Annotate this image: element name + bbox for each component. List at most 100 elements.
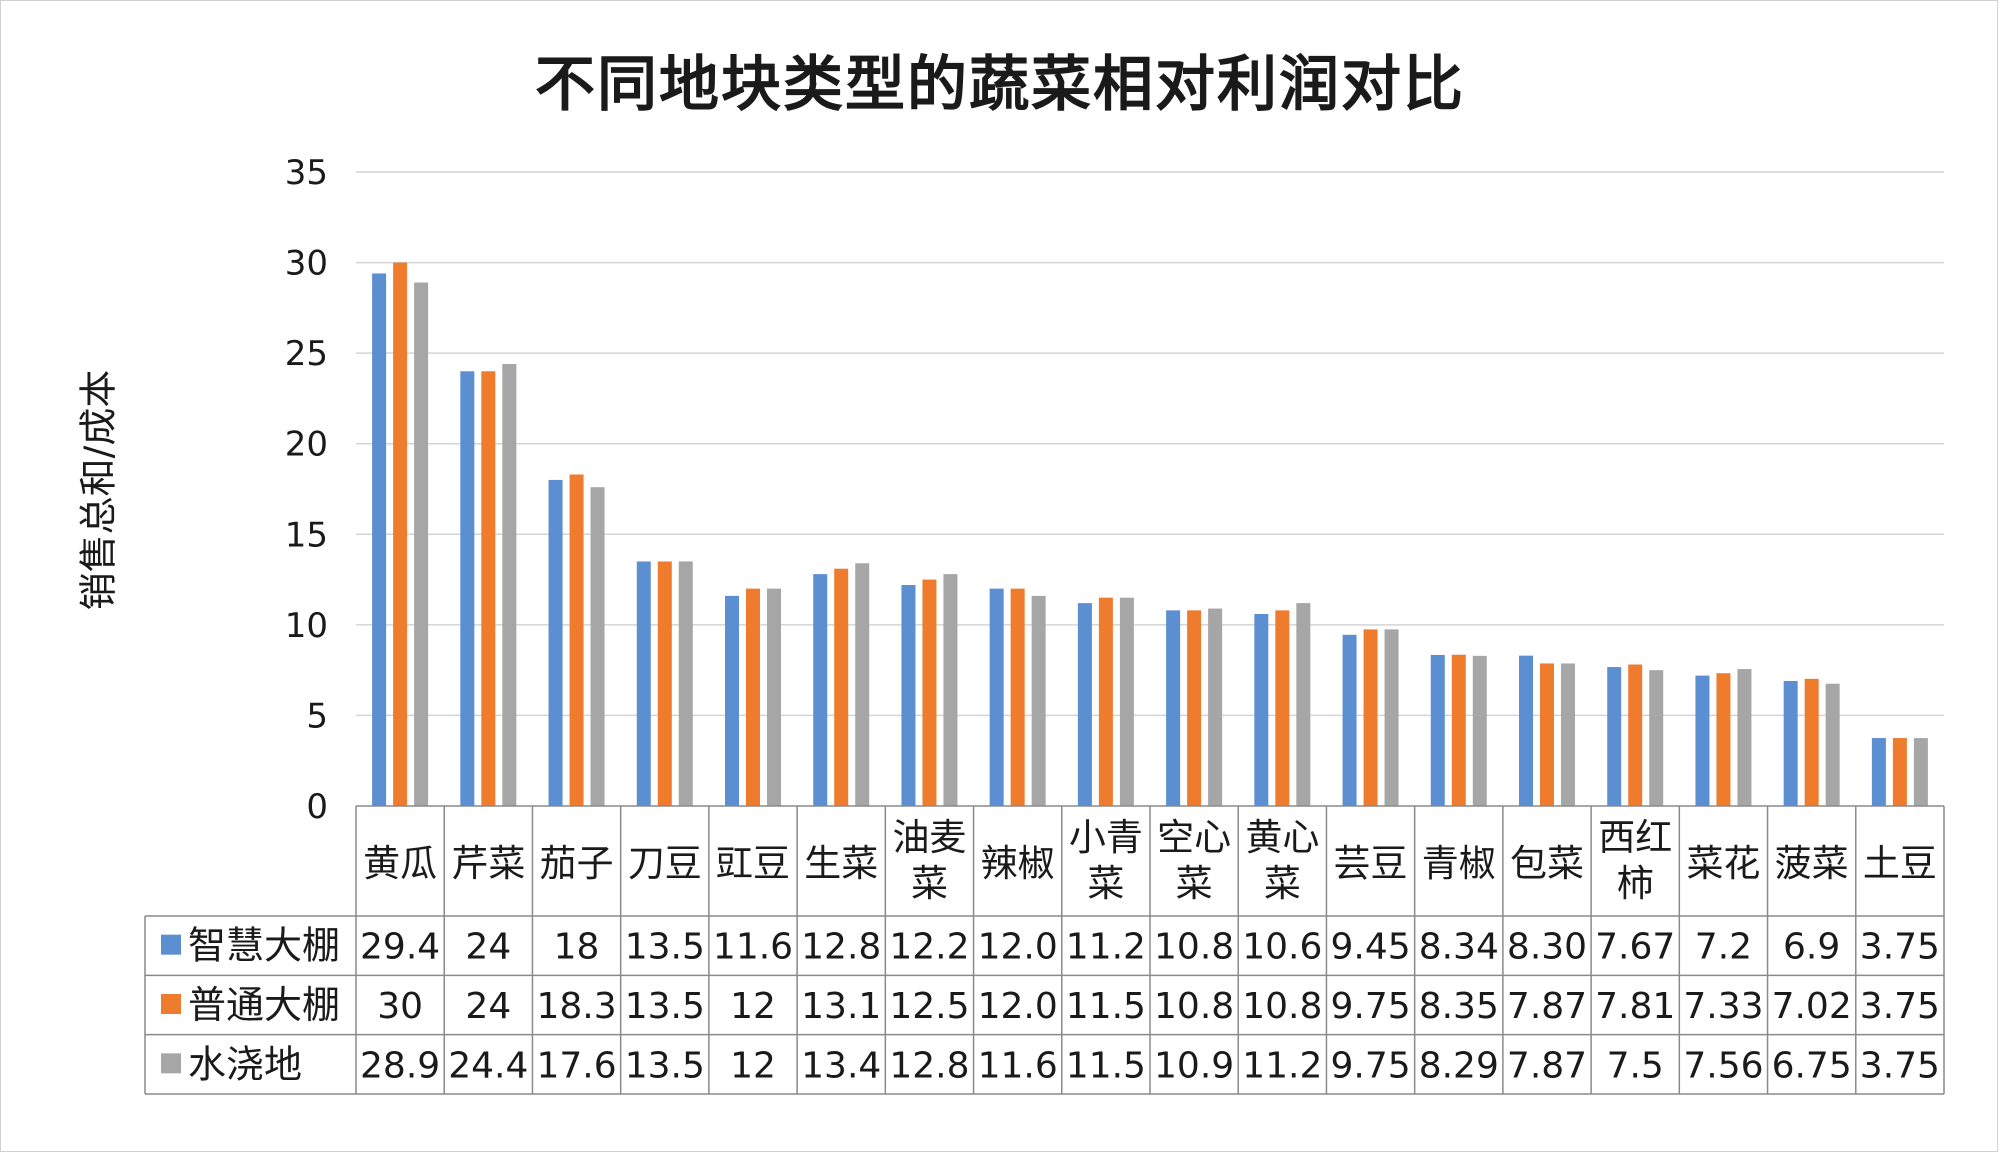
- data-label: 6.9: [1783, 927, 1840, 968]
- bar-2-2: [590, 487, 605, 806]
- y-tick-label: 15: [285, 515, 328, 555]
- data-label: 13.1: [801, 986, 881, 1027]
- data-label: 13.5: [625, 986, 705, 1027]
- x-tick-label: 小青: [1069, 816, 1143, 859]
- bar-2-9: [1208, 608, 1223, 806]
- bar-0-9: [1166, 610, 1181, 806]
- bar-0-6: [901, 585, 916, 806]
- x-tick-label: 辣椒: [981, 842, 1055, 885]
- data-label: 13.5: [625, 1045, 705, 1086]
- bar-2-0: [414, 282, 429, 806]
- x-tick-label: 菜: [1087, 862, 1124, 905]
- data-label: 10.6: [1242, 927, 1322, 968]
- bar-1-17: [1892, 738, 1907, 806]
- legend-swatch-0: [161, 934, 181, 955]
- data-label: 12: [730, 1045, 776, 1086]
- bar-1-6: [922, 579, 937, 806]
- x-tick-label: 茄子: [540, 842, 614, 885]
- x-tick-label: 芹菜: [451, 842, 525, 885]
- bar-1-13: [1540, 663, 1554, 806]
- bar-0-4: [725, 595, 739, 806]
- data-label: 17.6: [536, 1045, 616, 1086]
- data-label: 7.87: [1507, 1045, 1587, 1086]
- y-tick-label: 10: [285, 606, 328, 646]
- x-tick-label: 芸豆: [1334, 842, 1408, 885]
- data-label: 7.5: [1607, 1045, 1664, 1086]
- bar-0-13: [1519, 655, 1533, 806]
- bar-1-11: [1363, 629, 1378, 806]
- data-label: 13.4: [801, 1045, 881, 1086]
- data-label: 8.35: [1419, 986, 1499, 1027]
- x-tick-label: 豇豆: [716, 842, 790, 885]
- y-tick-label: 20: [285, 425, 328, 465]
- legend-label-0: 智慧大棚: [188, 924, 340, 968]
- bar-1-2: [569, 474, 584, 806]
- bar-0-14: [1607, 667, 1622, 806]
- data-label: 12.2: [889, 927, 969, 968]
- data-label: 30: [377, 986, 423, 1027]
- x-tick-label: 菜: [1264, 862, 1301, 905]
- bar-1-3: [657, 561, 672, 806]
- legend-label-2: 水浇地: [188, 1042, 302, 1086]
- y-tick-label: 30: [285, 244, 328, 284]
- bar-0-15: [1695, 675, 1710, 806]
- data-label: 10.8: [1154, 986, 1234, 1027]
- bar-0-1: [460, 371, 475, 806]
- data-label: 7.33: [1683, 986, 1763, 1027]
- data-label: 12.8: [801, 927, 881, 968]
- data-label: 12.8: [889, 1045, 969, 1086]
- bar-2-7: [1031, 595, 1046, 806]
- y-tick-label: 0: [306, 787, 328, 827]
- data-label: 10.8: [1154, 927, 1234, 968]
- data-label: 8.34: [1419, 927, 1499, 968]
- data-label: 9.75: [1330, 1045, 1410, 1086]
- legend-swatch-2: [161, 1053, 181, 1074]
- x-tick-label: 油麦: [892, 816, 966, 859]
- bar-2-10: [1296, 603, 1311, 806]
- data-label: 11.5: [1066, 986, 1146, 1027]
- x-tick-label: 生菜: [804, 842, 878, 885]
- data-label: 7.2: [1695, 927, 1752, 968]
- data-label: 9.75: [1330, 986, 1410, 1027]
- data-label: 24: [465, 927, 511, 968]
- x-tick-label: 菜: [1176, 862, 1213, 905]
- data-label: 12.0: [978, 927, 1058, 968]
- data-label: 12: [730, 986, 776, 1027]
- bar-2-4: [767, 588, 781, 806]
- data-label: 11.5: [1066, 1045, 1146, 1086]
- data-label: 11.2: [1242, 1045, 1322, 1086]
- data-label: 12.0: [978, 986, 1058, 1027]
- x-tick-label: 空心: [1157, 816, 1231, 859]
- data-label: 9.45: [1330, 927, 1410, 968]
- bar-0-0: [372, 273, 387, 806]
- y-tick-label: 5: [306, 696, 328, 736]
- data-label: 7.56: [1683, 1045, 1763, 1086]
- bar-2-13: [1561, 663, 1575, 806]
- x-tick-label: 菜花: [1686, 842, 1760, 885]
- data-label: 8.30: [1507, 927, 1587, 968]
- data-label: 3.75: [1860, 927, 1940, 968]
- x-tick-label: 黄瓜: [363, 842, 437, 885]
- data-label: 18: [554, 927, 600, 968]
- bar-2-6: [943, 574, 958, 806]
- y-tick-label: 35: [285, 153, 328, 193]
- data-label: 7.81: [1595, 986, 1675, 1027]
- bar-1-14: [1628, 664, 1643, 806]
- bar-0-12: [1430, 654, 1445, 806]
- data-label: 7.02: [1772, 986, 1852, 1027]
- x-tick-label: 柿: [1617, 862, 1654, 905]
- x-tick-label: 菠菜: [1775, 842, 1849, 885]
- bar-2-5: [855, 563, 870, 806]
- bar-2-3: [678, 561, 693, 806]
- x-tick-label: 黄心: [1245, 816, 1319, 859]
- data-label: 18.3: [536, 986, 616, 1027]
- bar-0-10: [1254, 613, 1269, 806]
- data-label: 11.6: [713, 927, 793, 968]
- data-label: 6.75: [1772, 1045, 1852, 1086]
- bar-2-1: [502, 364, 517, 806]
- x-tick-label: 土豆: [1863, 842, 1937, 885]
- bar-0-5: [813, 574, 828, 806]
- data-label: 13.5: [625, 927, 705, 968]
